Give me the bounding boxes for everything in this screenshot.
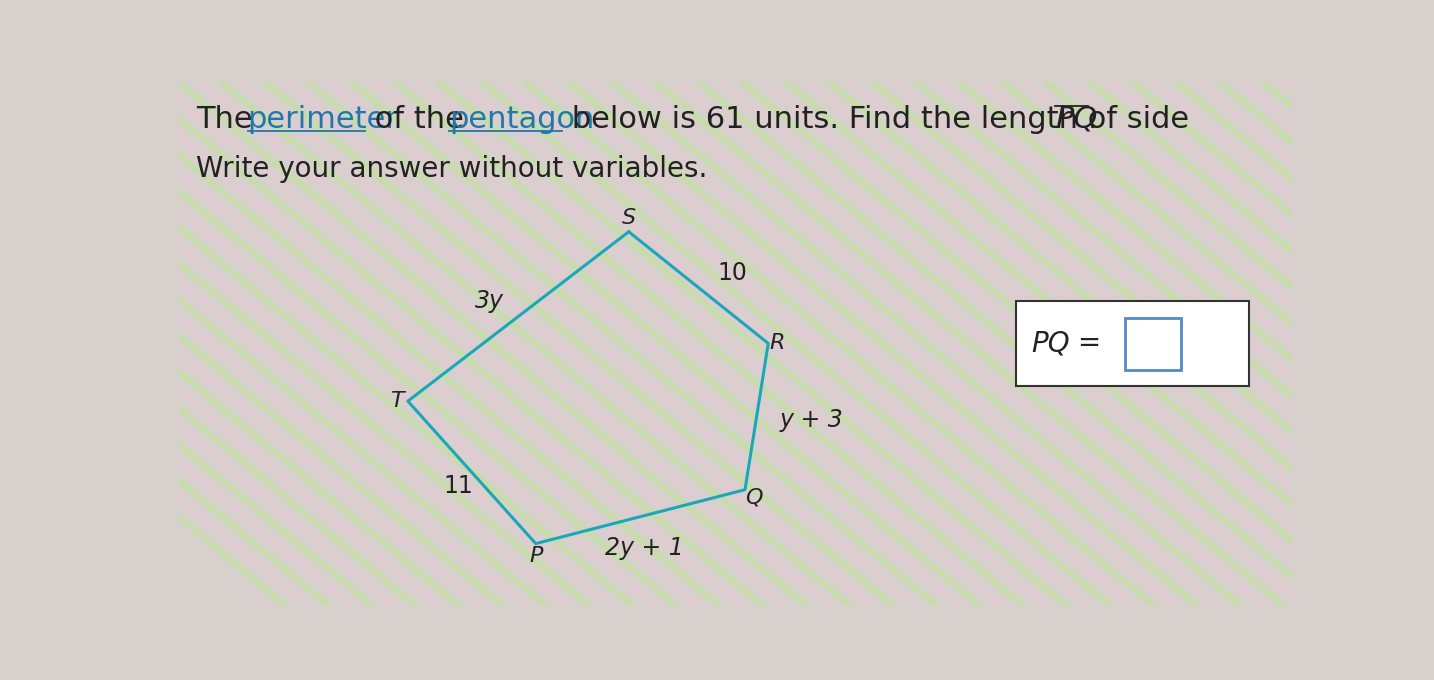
FancyBboxPatch shape [1124, 318, 1180, 371]
Text: Q: Q [746, 488, 763, 507]
Text: 11: 11 [443, 474, 473, 498]
Text: perimeter: perimeter [248, 105, 399, 134]
Text: pentagon: pentagon [449, 105, 594, 134]
FancyBboxPatch shape [1017, 301, 1249, 386]
Text: The: The [196, 105, 262, 134]
Text: y + 3: y + 3 [780, 409, 843, 432]
Text: 3y: 3y [475, 289, 503, 313]
Text: .: . [1088, 105, 1097, 134]
Text: 10: 10 [718, 260, 747, 284]
Text: S: S [622, 208, 635, 228]
Text: =: = [1068, 329, 1110, 358]
Text: PQ: PQ [1031, 329, 1070, 358]
Text: P: P [529, 546, 542, 566]
Text: T: T [390, 391, 404, 411]
Text: of the: of the [364, 105, 473, 134]
Text: below is 61 units. Find the length of side: below is 61 units. Find the length of si… [562, 105, 1199, 134]
Text: 2y + 1: 2y + 1 [605, 536, 684, 560]
Text: R: R [770, 333, 786, 354]
Text: Write your answer without variables.: Write your answer without variables. [196, 155, 707, 183]
Text: PQ: PQ [1055, 105, 1097, 134]
